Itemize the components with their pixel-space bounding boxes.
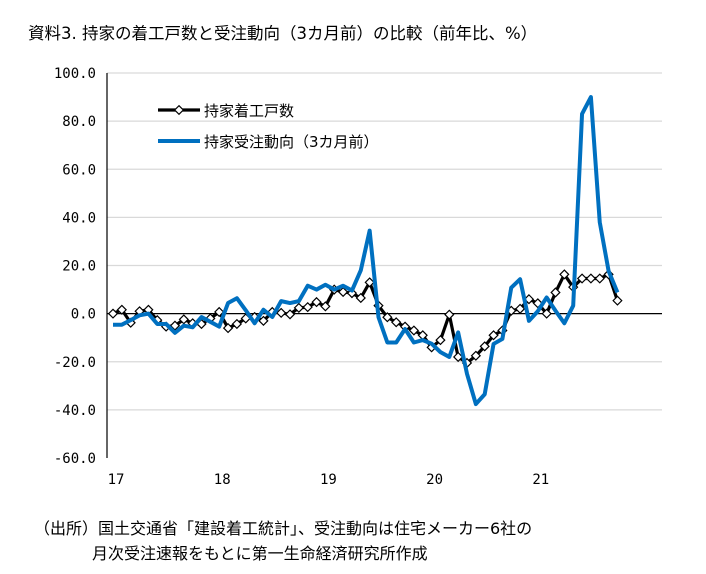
data-point-marker: [116, 304, 127, 315]
data-point-marker: [311, 296, 322, 308]
data-point-marker: [355, 292, 366, 304]
y-tick-label: 40.0: [62, 210, 96, 226]
data-point-marker: [585, 273, 597, 284]
y-tick-label: -60.0: [54, 451, 96, 467]
data-point-marker: [302, 301, 313, 313]
source-note-line1: （出所）国土交通省「建設着工統計」、受注動向は住宅メーカー6社の: [34, 519, 533, 538]
x-tick-label: 20: [426, 472, 443, 488]
data-point-marker: [337, 286, 349, 298]
y-tick-label: -20.0: [54, 355, 96, 371]
data-point-marker: [550, 287, 561, 298]
data-point-marker: [435, 334, 446, 346]
data-point-marker: [514, 303, 526, 314]
data-point-marker: [453, 351, 464, 363]
y-tick-label: -40.0: [54, 403, 96, 419]
y-tick-label: 60.0: [62, 162, 96, 178]
data-point-marker: [231, 318, 243, 330]
data-point-marker: [107, 308, 119, 319]
y-tick-label: 20.0: [62, 259, 96, 275]
x-tick-label: 21: [532, 472, 549, 488]
legend-label-orders: 持家受注動向（3カ月前）: [204, 133, 379, 151]
data-point-marker: [408, 325, 420, 336]
x-tick-label: 19: [320, 472, 337, 488]
x-tick-label: 18: [214, 472, 231, 488]
data-point-marker: [479, 341, 490, 352]
x-tick-label: 17: [108, 472, 125, 488]
y-tick-label: 100.0: [54, 66, 96, 82]
data-point-marker: [346, 288, 358, 299]
data-point-marker: [293, 302, 304, 313]
data-point-marker: [470, 350, 481, 361]
series-line-orders: [113, 95, 620, 407]
data-point-marker: [576, 273, 588, 284]
legend-label-starts: 持家着工戸数: [204, 102, 294, 120]
data-point-marker: [382, 312, 393, 323]
data-point-marker: [284, 309, 296, 320]
legend-marker-starts: [173, 104, 185, 116]
y-tick-label: 0.0: [71, 307, 96, 323]
data-point-marker: [364, 277, 375, 288]
data-point-marker: [169, 320, 181, 331]
series-line-starts: [112, 272, 619, 365]
data-point-marker: [541, 308, 552, 319]
data-point-marker: [320, 301, 331, 312]
data-point-marker: [222, 322, 234, 334]
source-note-line2: 月次受注速報をもとに第一生命経済研究所作成: [92, 544, 428, 563]
data-point-marker: [391, 317, 402, 328]
chart-title: 資料3. 持家の着工戸数と受注動向（3カ月前）の比較（前年比、%）: [28, 24, 538, 43]
data-point-marker: [612, 295, 623, 306]
data-point-marker: [258, 315, 269, 326]
data-point-marker: [559, 269, 570, 280]
y-tick-label: 80.0: [62, 114, 96, 130]
data-point-marker: [276, 307, 287, 319]
data-point-marker: [488, 330, 499, 341]
data-point-marker: [214, 306, 225, 318]
data-point-marker: [594, 273, 605, 284]
data-point-marker: [444, 309, 455, 320]
